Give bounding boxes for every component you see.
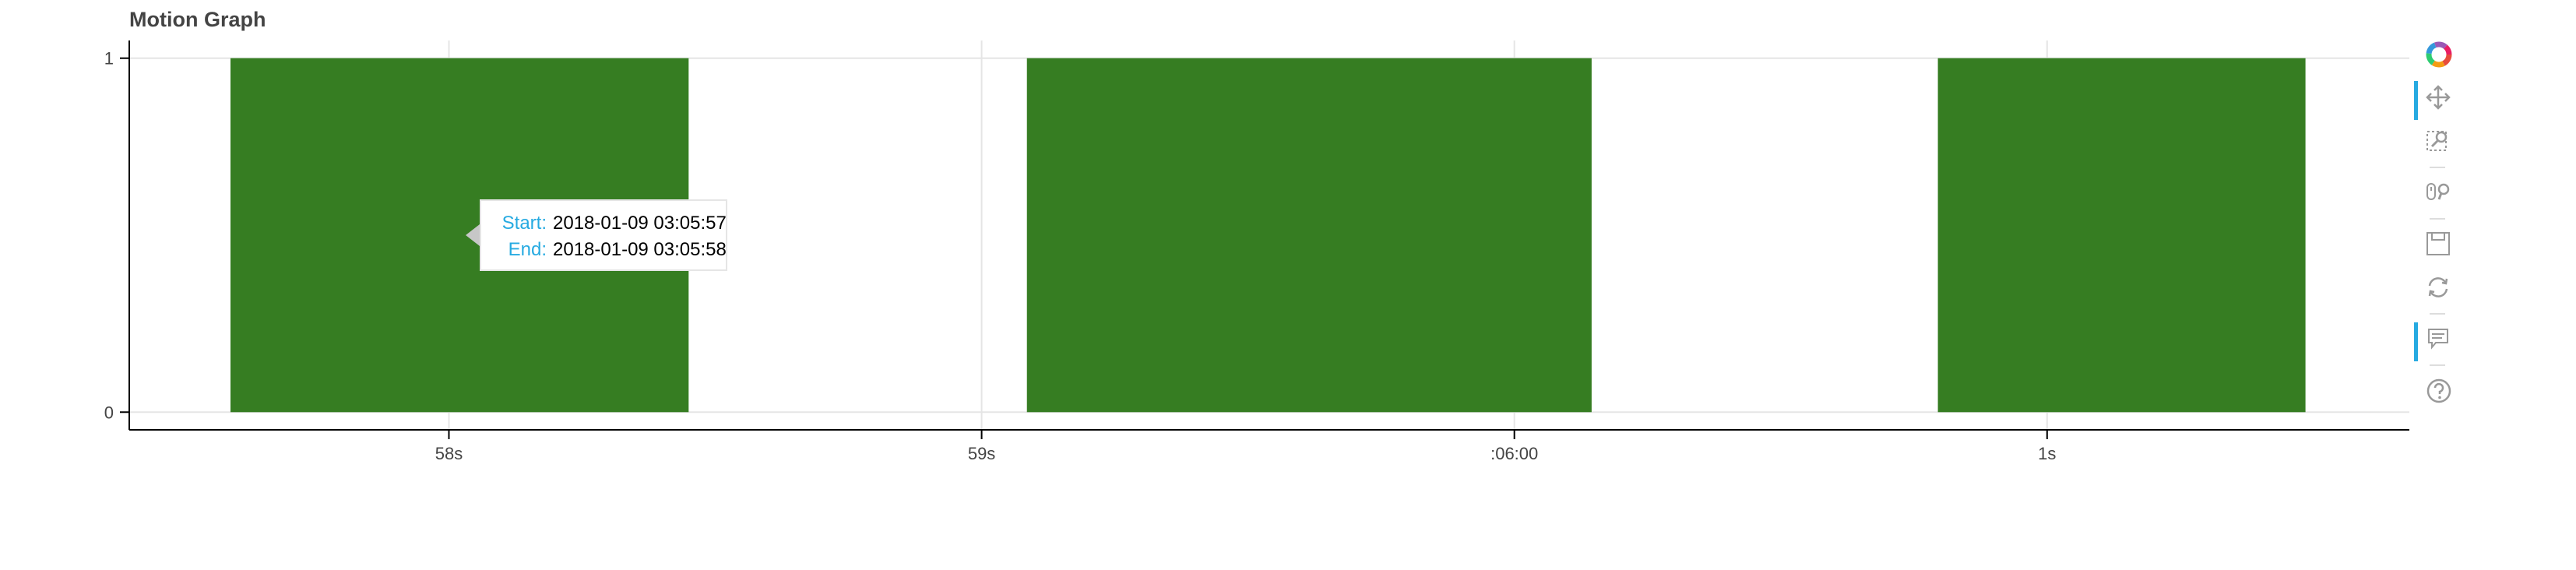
save-icon — [2426, 232, 2450, 255]
x-tick-label: 1s — [2038, 444, 2056, 463]
y-tick-label: 0 — [104, 403, 114, 422]
x-tick-label: 58s — [435, 444, 463, 463]
chart-title: Motion Graph — [129, 8, 266, 31]
wheel-zoom-tool[interactable] — [2414, 173, 2461, 213]
chart-toolbar — [2414, 34, 2461, 408]
axes: 58s 59s :06:00 1s 1 0 — [104, 40, 2409, 463]
hover-tool[interactable] — [2414, 319, 2461, 361]
reset-icon — [2428, 277, 2448, 297]
toolbar-separator — [2430, 218, 2445, 220]
wheel-zoom-icon — [2426, 183, 2450, 200]
tooltip-end-value: 2018-01-09 03:05:58 — [553, 239, 727, 260]
tooltip-arrow — [466, 224, 480, 246]
tooltip-start-label: Start: — [501, 213, 547, 234]
help-icon — [2426, 378, 2451, 403]
hover-icon — [2428, 329, 2448, 350]
x-tick-label: :06:00 — [1490, 444, 1538, 463]
help-tool[interactable] — [2414, 371, 2461, 411]
x-tick-label: 59s — [968, 444, 995, 463]
reset-tool[interactable] — [2414, 268, 2461, 308]
toolbar-separator — [2430, 313, 2445, 315]
box-zoom-tool[interactable] — [2414, 121, 2461, 162]
motion-bar — [1026, 58, 1592, 413]
toolbar-separator — [2430, 167, 2445, 168]
pan-icon — [2426, 85, 2451, 110]
toolbar-separator — [2430, 364, 2445, 366]
box-zoom-icon — [2426, 131, 2448, 151]
pan-tool[interactable] — [2414, 78, 2461, 120]
y-tick-label: 1 — [104, 49, 114, 69]
bokeh-logo[interactable] — [2414, 34, 2461, 75]
tooltip-end-row: End: 2018-01-09 03:05:58 — [492, 237, 727, 263]
tooltip-end-label: End: — [508, 239, 547, 260]
tooltip-start-value: 2018-01-09 03:05:57 — [553, 213, 727, 234]
motion-bar — [1937, 58, 2306, 413]
save-tool[interactable] — [2414, 224, 2461, 265]
hover-tooltip: Start: 2018-01-09 03:05:57 End: 2018-01-09… — [466, 199, 727, 271]
bokeh-logo-icon — [2426, 41, 2452, 68]
tooltip-start-row: Start: 2018-01-09 03:05:57 — [492, 210, 727, 237]
bars-layer — [230, 58, 2306, 413]
